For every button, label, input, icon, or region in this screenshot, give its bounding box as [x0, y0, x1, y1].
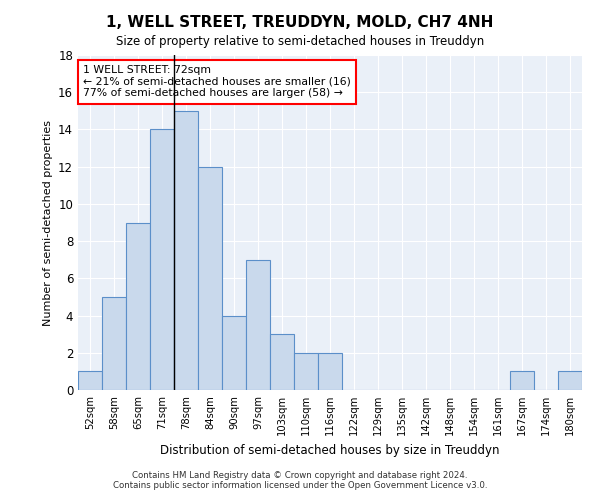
Bar — [198, 166, 222, 390]
Bar — [222, 316, 246, 390]
Text: 1 WELL STREET: 72sqm
← 21% of semi-detached houses are smaller (16)
77% of semi-: 1 WELL STREET: 72sqm ← 21% of semi-detac… — [83, 65, 351, 98]
Text: Size of property relative to semi-detached houses in Treuddyn: Size of property relative to semi-detach… — [116, 35, 484, 48]
Bar — [318, 353, 342, 390]
Y-axis label: Number of semi-detached properties: Number of semi-detached properties — [43, 120, 53, 326]
Text: 1, WELL STREET, TREUDDYN, MOLD, CH7 4NH: 1, WELL STREET, TREUDDYN, MOLD, CH7 4NH — [106, 15, 494, 30]
Bar — [150, 130, 174, 390]
Bar — [270, 334, 294, 390]
Bar — [126, 222, 150, 390]
Bar — [78, 372, 102, 390]
Bar — [102, 297, 126, 390]
Text: Contains HM Land Registry data © Crown copyright and database right 2024.
Contai: Contains HM Land Registry data © Crown c… — [113, 470, 487, 490]
Bar — [558, 372, 582, 390]
X-axis label: Distribution of semi-detached houses by size in Treuddyn: Distribution of semi-detached houses by … — [160, 444, 500, 456]
Bar — [246, 260, 270, 390]
Bar — [294, 353, 318, 390]
Bar — [510, 372, 534, 390]
Bar — [174, 111, 198, 390]
